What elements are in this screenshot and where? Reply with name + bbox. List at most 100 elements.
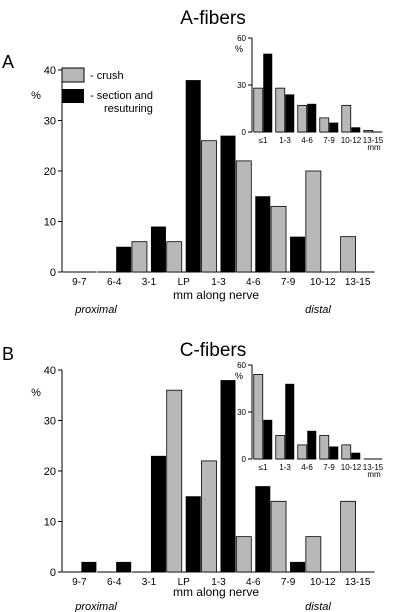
panel-b-inset-bar-section-4 [351,452,361,459]
panel-b-inset-unit-label: mm [367,470,381,479]
panel-a-main-bar-crush-6 [270,205,287,273]
panel-b-proximal-label: proximal [74,601,117,612]
panel-b-inset-bar-crush-2 [297,444,308,460]
panel-b-main-y-tick-label: 40 [44,365,56,377]
panel-a-inset-bar-crush-2 [297,104,308,133]
panel-a-inset-y-tick-label: 0 [242,128,247,137]
panel-a-inset-bar-section-3 [329,122,339,132]
panel-b-main-x-tick-label: 3-1 [142,577,157,588]
panel-a-main-y-tick-label: 10 [44,216,56,228]
panel-a-inset-x-tick-label: 10-12 [341,136,362,145]
panel-a-main-bar-section-1 [116,246,132,272]
panel-a-inset-bar-section-2 [307,103,317,132]
panel-a-distal-label: distal [305,304,331,316]
panel-a-inset-bar-section-1 [285,94,295,132]
panel-a-main-x-tick-label: 1-3 [211,277,226,288]
panel-a-inset-bar-crush-4 [341,104,352,133]
panel-a-inset-y-unit: % [235,44,243,54]
panel-b-main-bar-crush-5 [235,536,252,573]
panel-a-main-bar-crush-5 [235,160,252,273]
panel-b-inset-bar-crush-1 [275,435,286,460]
panel-b-letter: B [2,344,14,364]
panel-a-main-bar-crush-8 [340,236,357,273]
panel-a-inset-bar-crush-1 [275,87,286,133]
panel-a-inset-x-tick-label: 13-15 [363,136,384,145]
panel-b-inset-y-tick-label: 30 [237,408,246,417]
legend-crush-swatch [61,67,85,83]
panel-b-inset-x-tick-label: 4-6 [301,463,313,472]
panel-b-main-y-tick-label: 30 [44,415,56,427]
legend: - crush - section and resuturing [61,67,153,115]
panel-b-main-bar-crush-4 [201,460,217,573]
panel-a-main-x-tick-label: 6-4 [107,277,122,288]
panel-b-main-bar-section-1 [116,561,132,572]
panel-a-main-bar-section-2 [150,226,166,272]
panel-b-inset-bar-crush-3 [319,435,330,460]
panel-a-main-bar-crush-2 [131,241,148,273]
panel-a-main-bar-section-4 [220,135,236,272]
panel-a-inset-x-tick-label: 1-3 [279,136,291,145]
legend-section-label-line2: resuturing [104,103,153,115]
panel-a-inset-bar-crush-3 [319,117,330,133]
panel-b-inset-y-tick-label: 60 [237,361,246,370]
panel-b-inset-x-tick-label: 7-9 [323,463,335,472]
panel-b-inset-x-tick-label: ≤1 [259,463,268,472]
panel-a-main-bar-crush-7 [305,170,322,273]
panel-a-main-bar-section-6 [290,236,306,272]
panel-a-inset-unit-label: mm [367,143,381,152]
legend-section-swatch [62,89,84,103]
panel-a-xlabel: mm along nerve [173,288,259,302]
panel-a-title: A-fibers [180,8,245,29]
panel-b-main-bar-section-6 [290,561,306,572]
legend-section-label-line1: - section and [90,90,153,102]
panel-a-inset-bar-crush-5 [363,130,374,133]
panel-b-main-bar-section-4 [220,380,236,572]
panel-b-distal-label: distal [305,601,331,612]
panel-a-main-x-tick-label: 3-1 [142,277,157,288]
panel-a-main-x-tick-label: 9-7 [72,277,87,288]
panel-a-main-bar-crush-3 [166,241,183,273]
panel-a-inset-bar-section-4 [351,127,361,132]
panel-b-main-x-tick-label: 4-6 [246,577,261,588]
panel-b-inset-bar-section-0 [263,419,273,459]
panel-b-main-x-tick-label: LP [178,577,191,588]
panel-b-inset-x-tick-label: 1-3 [279,463,291,472]
panel-a-main-y-tick-label: 40 [44,65,56,77]
panel-b-main-bar-crush-3 [166,389,183,573]
panel-a-inset-bar-section-0 [263,53,273,132]
panel-a-letter: A [2,52,14,72]
panel-a-inset-y-tick-label: 30 [237,81,246,90]
panel-a-main-x-tick-label: 13-15 [345,277,371,288]
panel-b-y-unit: % [31,387,41,399]
panel-b-inset-bar-crush-4 [341,444,352,460]
panel-b-main-x-tick-label: 6-4 [107,577,122,588]
panel-b-inset-y-unit: % [235,371,243,381]
panel-b-main-bar-section-0 [81,561,97,572]
panel-b-inset-bar-section-2 [307,430,317,459]
panel-a-main-x-tick-label: LP [178,277,191,288]
panel-a-main-y-tick-label: 0 [50,267,56,279]
panel-b-main-bar-section-3 [185,496,201,572]
panel-a-main-x-tick-label: 10-12 [310,277,336,288]
panel-b-inset-y-tick-label: 0 [242,455,247,464]
panel-b-main-x-tick-label: 13-15 [345,577,371,588]
panel-b-main-x-tick-label: 9-7 [72,577,87,588]
panel-a-main-bar-section-3 [185,80,201,272]
panel-b-main-y-tick-label: 0 [50,567,56,579]
panel-b-inset-bar-crush-0 [253,373,264,460]
panel-b-main-y-tick-label: 20 [44,466,56,478]
panel-a-inset-x-tick-label: 4-6 [301,136,313,145]
panel-a-inset: 0 30 60 ≤1 1-3 4-6 7-9 10-12 13-15% mm [235,34,384,152]
panel-a-inset-x-tick-label: ≤1 [259,136,268,145]
panel-a-inset-bar-crush-0 [253,87,264,133]
panel-a-inset-x-tick-label: 7-9 [323,136,335,145]
panel-b-inset-bar-section-1 [285,383,295,459]
panel-b-main-bar-crush-8 [340,500,357,573]
panel-b-inset: 0 30 60 ≤1 1-3 4-6 7-9 10-12 13-15% mm [235,361,384,479]
panel-a-y-unit: % [31,90,41,102]
panel-a-main-x-tick-label: 7-9 [281,277,296,288]
panel-b-xlabel: mm along nerve [173,585,259,599]
panel-b-main-y-tick-label: 10 [44,516,56,528]
panel-a-proximal-label: proximal [74,304,117,316]
panel-b-inset-x-tick-label: 13-15 [363,463,384,472]
